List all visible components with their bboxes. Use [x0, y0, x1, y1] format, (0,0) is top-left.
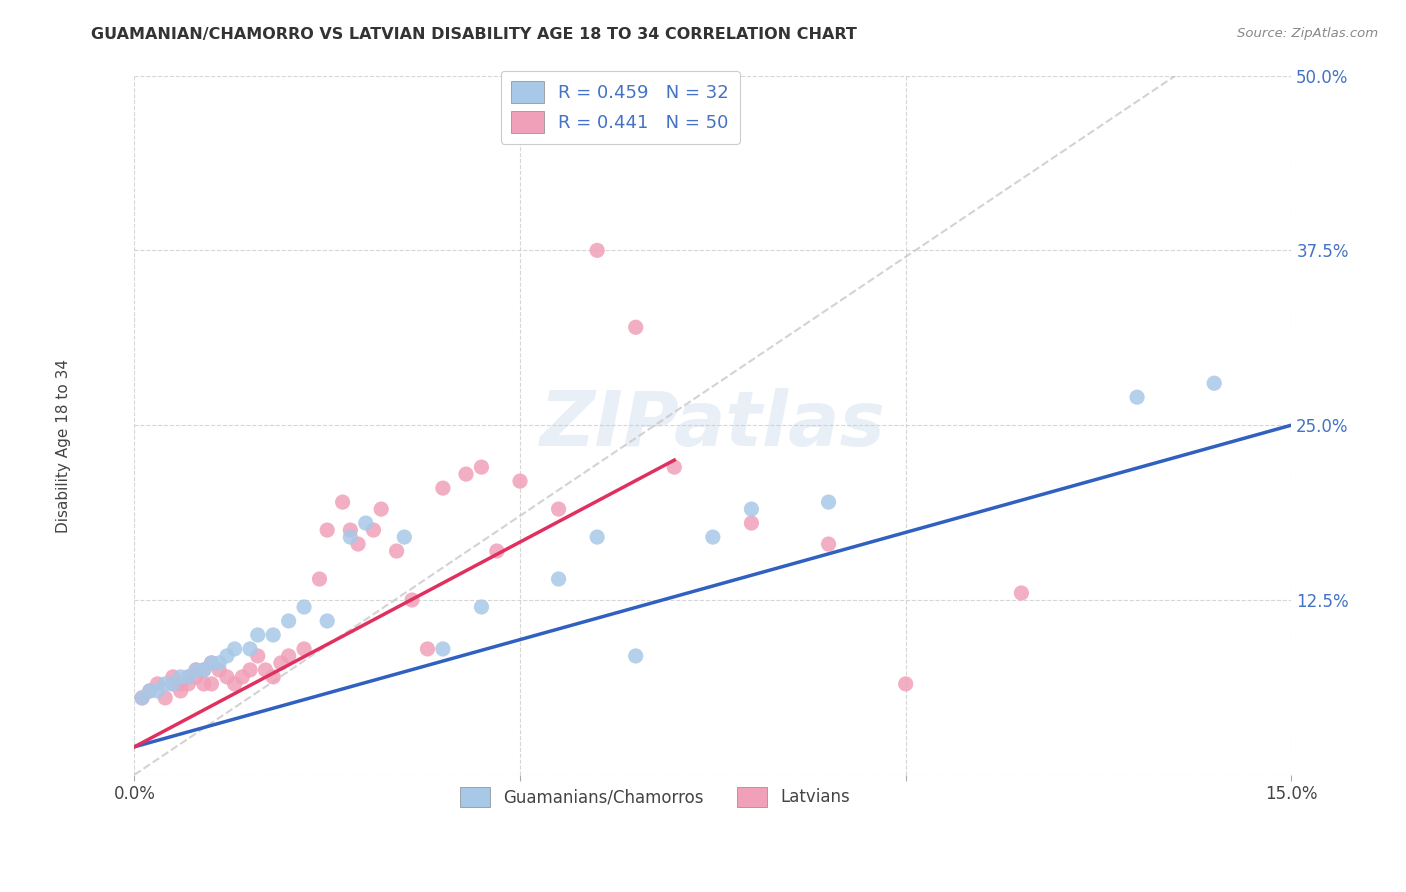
Point	[664, 460, 686, 475]
Point	[586, 244, 609, 258]
Point	[162, 670, 184, 684]
Point	[254, 663, 277, 677]
Point	[193, 663, 215, 677]
Point	[184, 663, 207, 677]
Text: ZIPatlas: ZIPatlas	[540, 388, 886, 462]
Point	[363, 523, 385, 537]
Point	[332, 495, 354, 509]
Point	[224, 677, 246, 691]
Point	[385, 544, 408, 558]
Point	[146, 677, 169, 691]
Point	[624, 320, 647, 334]
Point	[1204, 376, 1226, 391]
Point	[624, 648, 647, 663]
Point	[262, 670, 284, 684]
Point	[193, 677, 215, 691]
Point	[169, 670, 191, 684]
Point	[432, 642, 454, 657]
Point	[547, 572, 569, 586]
Point	[894, 677, 917, 691]
Point	[817, 495, 839, 509]
Point	[547, 502, 569, 516]
Point	[215, 648, 238, 663]
Point	[139, 684, 162, 698]
Text: GUAMANIAN/CHAMORRO VS LATVIAN DISABILITY AGE 18 TO 34 CORRELATION CHART: GUAMANIAN/CHAMORRO VS LATVIAN DISABILITY…	[91, 27, 858, 42]
Point	[339, 523, 361, 537]
Point	[1010, 586, 1032, 600]
Point	[169, 684, 191, 698]
Point	[169, 677, 191, 691]
Point	[131, 690, 153, 705]
Point	[702, 530, 724, 544]
Point	[177, 670, 200, 684]
Point	[416, 642, 439, 657]
Point	[200, 677, 222, 691]
Point	[184, 670, 207, 684]
Point	[131, 690, 153, 705]
Point	[740, 502, 762, 516]
Point	[339, 530, 361, 544]
Point	[246, 648, 269, 663]
Point	[277, 614, 299, 628]
Point	[184, 663, 207, 677]
Point	[316, 614, 339, 628]
Point	[586, 530, 609, 544]
Point	[200, 656, 222, 670]
Point	[162, 677, 184, 691]
Point	[231, 670, 253, 684]
Point	[1126, 390, 1149, 404]
Point	[740, 516, 762, 530]
Point	[239, 663, 262, 677]
Point	[224, 642, 246, 657]
Point	[347, 537, 370, 551]
Point	[208, 663, 231, 677]
Point	[270, 656, 292, 670]
Point	[432, 481, 454, 495]
Point	[155, 677, 177, 691]
Point	[470, 460, 492, 475]
Point	[177, 670, 200, 684]
Point	[215, 670, 238, 684]
Point	[308, 572, 330, 586]
Point	[239, 642, 262, 657]
Point	[394, 530, 416, 544]
Point	[817, 537, 839, 551]
Point	[277, 648, 299, 663]
Point	[193, 663, 215, 677]
Point	[485, 544, 508, 558]
Point	[246, 628, 269, 642]
Point	[162, 677, 184, 691]
Point	[354, 516, 377, 530]
Point	[401, 593, 423, 607]
Point	[146, 684, 169, 698]
Point	[316, 523, 339, 537]
Point	[155, 690, 177, 705]
Text: Source: ZipAtlas.com: Source: ZipAtlas.com	[1237, 27, 1378, 40]
Point	[454, 467, 477, 482]
Point	[509, 474, 531, 488]
Legend: Guamanians/Chamorros, Latvians: Guamanians/Chamorros, Latvians	[451, 779, 859, 815]
Point	[139, 684, 162, 698]
Point	[262, 628, 284, 642]
Point	[208, 656, 231, 670]
Point	[177, 677, 200, 691]
Point	[292, 642, 315, 657]
Text: Disability Age 18 to 34: Disability Age 18 to 34	[56, 359, 70, 533]
Point	[370, 502, 392, 516]
Point	[470, 599, 492, 614]
Point	[292, 599, 315, 614]
Point	[200, 656, 222, 670]
